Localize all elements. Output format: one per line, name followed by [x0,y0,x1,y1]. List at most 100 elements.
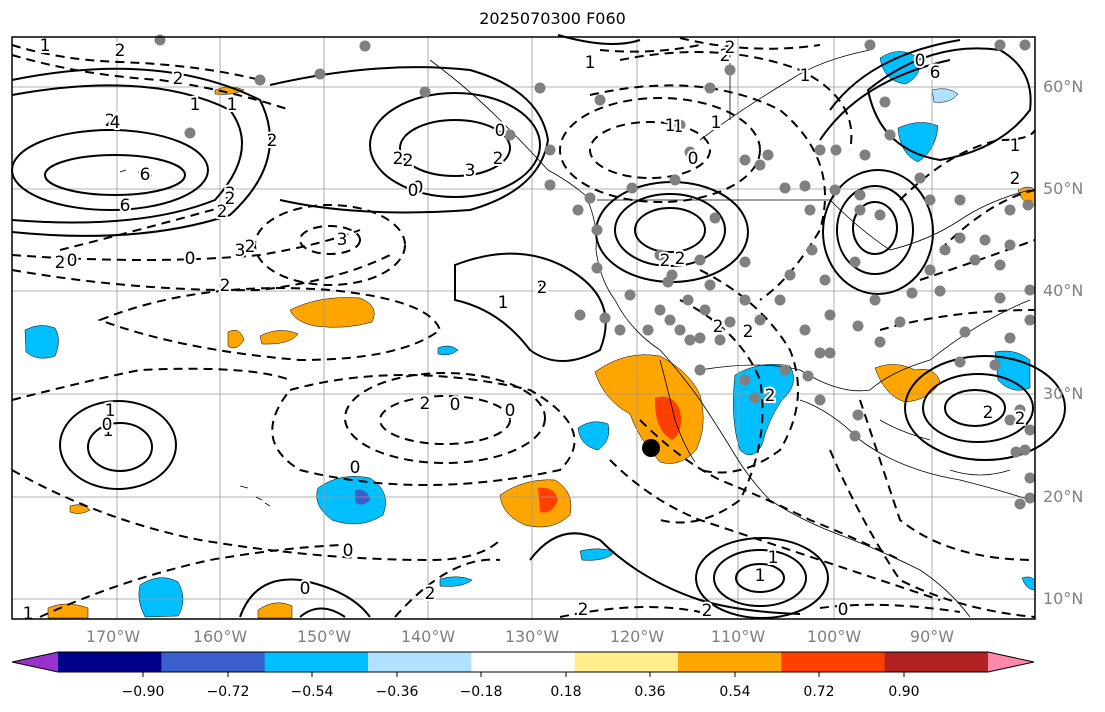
station-marker [1019,444,1031,456]
contour-label: 1 [768,548,779,568]
contour-label: 2 [403,151,414,171]
station-marker [784,269,796,281]
contour-label: 2 [220,276,231,296]
lon-label-150w: 150°W [296,627,352,646]
contour-label: 0 [343,541,354,561]
station-marker [830,144,842,156]
contour-label: 0 [688,149,699,169]
station-marker [614,324,626,336]
station-marker [709,212,721,224]
contour-label: 3 [225,184,236,204]
contour-label: 3 [465,161,476,181]
lon-label-130w: 130°W [504,627,560,646]
positive-anomaly-patch [594,354,704,464]
colorbar-tick-label: 0.36 [634,684,666,700]
contour-label: 2 [217,202,228,222]
contour-label: 2 [1010,169,1021,189]
station-marker [669,174,681,186]
colorbar-tick-label: 0.54 [719,684,751,700]
station-marker [779,364,791,376]
station-marker [594,94,606,106]
station-marker [254,74,266,86]
station-marker [674,119,686,131]
negative-anomaly-patch [24,325,59,359]
station-marker [806,244,818,256]
lat-label-30n: 30°N [1043,384,1084,403]
station-marker [1004,239,1016,251]
station-marker [854,189,866,201]
contour-label: 2 [765,386,776,406]
contour-label: 2 [720,46,731,66]
weak-negative-patch [931,88,959,103]
station-marker [739,256,751,268]
lat-label-60n: 60°N [1043,77,1084,96]
colorbar-segments [58,652,989,672]
station-marker [874,209,886,221]
lat-label-10n: 10°N [1043,589,1084,608]
negative-anomaly-patch [579,548,616,561]
positive-anomaly-patch [289,297,375,328]
station-marker [914,172,926,184]
station-markers [154,34,1036,510]
station-marker [829,184,841,196]
station-marker [762,149,774,161]
contour-label: 0 [915,51,926,71]
station-marker [774,294,786,306]
strong-positive-patch [538,487,558,513]
contour-label: 2 [493,149,504,169]
contour-label: 6 [120,196,131,216]
contour-label: 1 [1010,136,1021,156]
station-marker [1004,332,1016,344]
station-marker [534,82,546,94]
station-marker [314,68,326,80]
station-marker [814,394,826,406]
station-marker [824,309,836,321]
contour-label: 1 [535,278,546,298]
coastlines [119,40,1031,618]
colorbar-right-extension [988,652,1034,672]
station-marker [739,154,751,166]
contour-label: 1 [498,293,509,313]
lon-label-120w: 120°W [609,627,665,646]
colorbar-tick-label: −0.72 [206,684,250,700]
station-marker [591,262,603,274]
contour-label: 2 [725,38,736,58]
colorbar [11,651,1035,677]
station-marker [852,320,864,332]
station-marker [704,82,716,94]
station-marker [879,96,891,108]
contour-label: 2 [578,600,589,620]
colorbar-segment [678,652,782,672]
colorbar-segment [58,652,162,672]
station-marker [924,264,936,276]
station-marker [934,285,946,297]
contour-label: 2 [537,278,548,298]
contour-label: 6 [930,63,941,83]
station-marker [954,232,966,244]
station-marker [994,292,1006,304]
station-marker [739,294,751,306]
contour-label: 2 [267,131,278,151]
station-marker [864,39,876,51]
positive-anomaly-patch [47,603,89,619]
station-marker [959,326,971,338]
station-marker [849,430,861,442]
station-marker [869,294,881,306]
graticule [12,37,1035,619]
contour-label: 2 [173,69,184,89]
station-marker [1024,492,1036,504]
station-marker [906,287,918,299]
station-marker [1024,314,1036,326]
highlight-station-marker [642,439,660,457]
station-marker [814,144,826,156]
contour-label: 1 [711,113,722,133]
contour-label: 2 [660,251,671,271]
lat-label-50n: 50°N [1043,179,1084,198]
contour-label: 1 [105,401,116,421]
station-marker [544,179,556,191]
contour-label: 0 [413,178,424,198]
station-marker [694,254,706,266]
station-marker [504,129,516,141]
contour-label: 2 [393,149,404,169]
